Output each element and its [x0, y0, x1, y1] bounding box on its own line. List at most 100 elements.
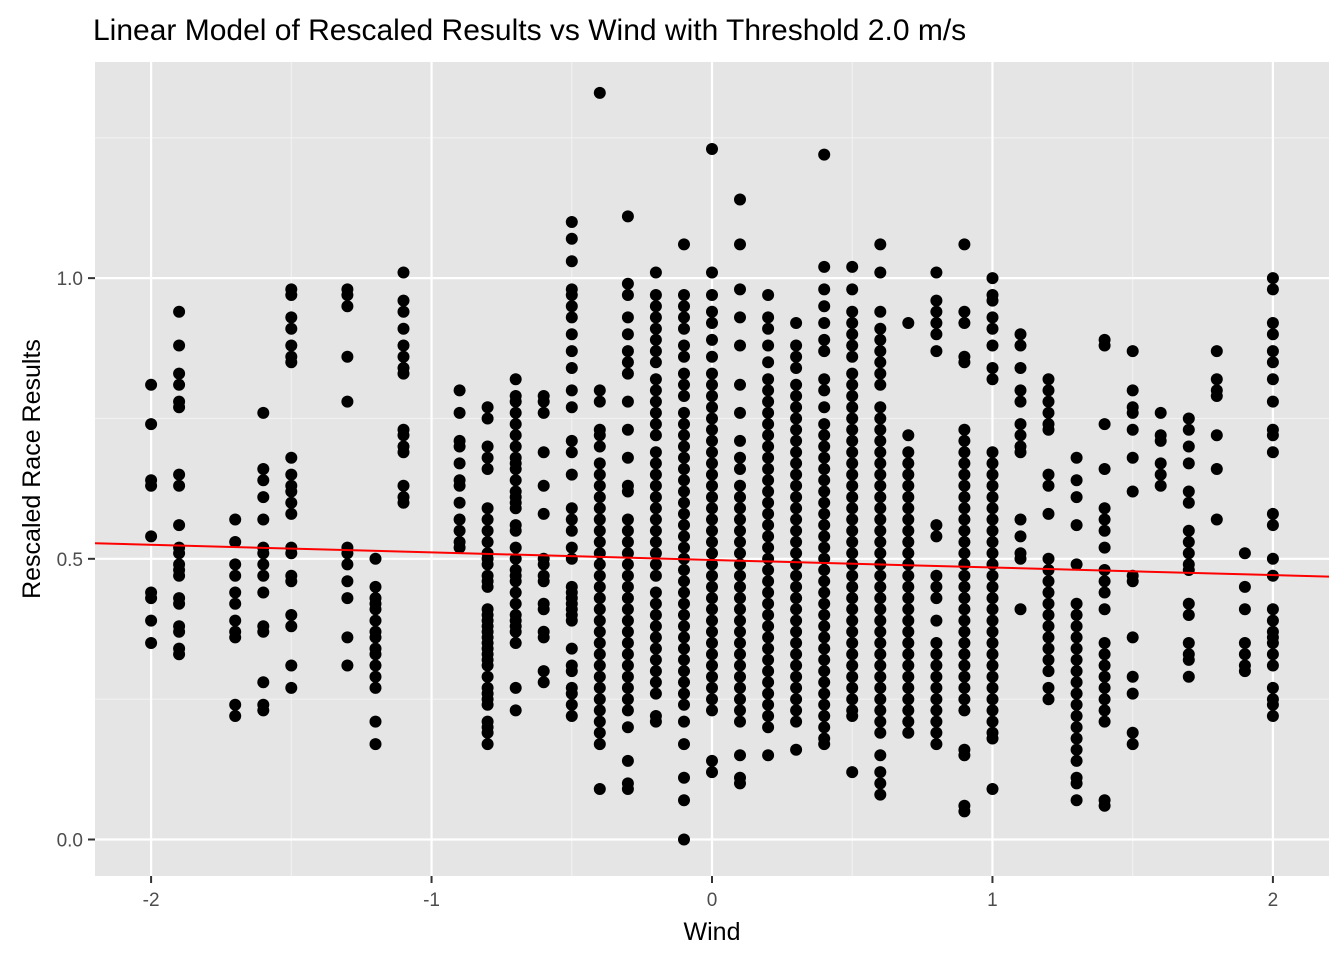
data-point: [874, 592, 887, 605]
data-point: [986, 502, 999, 515]
data-point: [1042, 406, 1055, 419]
data-point: [565, 328, 578, 341]
data-point: [762, 289, 775, 301]
data-point: [818, 642, 831, 655]
data-point: [790, 558, 803, 571]
data-point: [790, 468, 803, 481]
data-point: [481, 513, 494, 526]
data-point: [1182, 423, 1195, 436]
data-point: [818, 564, 831, 576]
data-point: [537, 603, 550, 616]
data-point: [790, 637, 803, 649]
data-point: [734, 625, 746, 638]
data-point: [229, 558, 242, 571]
data-point: [958, 423, 971, 436]
data-point: [1266, 614, 1279, 627]
data-point: [678, 311, 690, 324]
data-point: [790, 362, 803, 374]
data-point: [1126, 406, 1139, 419]
data-point: [565, 502, 578, 515]
data-point: [734, 614, 746, 627]
data-point: [818, 519, 831, 532]
data-point: [1238, 603, 1251, 616]
data-point: [706, 143, 718, 155]
data-point: [930, 715, 943, 728]
data-point: [481, 451, 494, 464]
data-point: [1070, 451, 1083, 464]
data-point: [706, 401, 718, 414]
data-point: [369, 670, 382, 683]
data-point: [593, 659, 606, 672]
data-point: [593, 384, 606, 397]
data-point: [173, 648, 186, 661]
data-point: [678, 322, 690, 335]
data-point: [790, 524, 803, 537]
data-point: [1126, 670, 1139, 683]
x-axis: -2 -1 0 1 2: [143, 876, 1278, 911]
data-point: [678, 631, 690, 644]
data-point: [902, 715, 915, 728]
data-point: [790, 603, 803, 616]
data-point: [958, 614, 971, 627]
data-point: [958, 693, 971, 706]
data-point: [173, 401, 186, 414]
data-point: [734, 603, 746, 616]
data-point: [734, 238, 746, 251]
data-point: [593, 648, 606, 661]
data-point: [734, 451, 746, 464]
data-point: [509, 541, 522, 554]
data-point: [1210, 429, 1223, 442]
data-point: [649, 384, 662, 397]
data-point: [818, 401, 831, 414]
data-point: [509, 586, 522, 599]
data-point: [1070, 519, 1083, 532]
data-point: [1070, 687, 1083, 700]
data-point: [621, 451, 634, 464]
data-point: [1014, 395, 1027, 408]
data-point: [958, 625, 971, 638]
data-point: [565, 311, 578, 324]
data-point: [1070, 474, 1083, 487]
data-point: [285, 659, 298, 672]
data-point: [678, 738, 690, 751]
data-point: [902, 468, 915, 481]
data-point: [818, 300, 831, 313]
data-point: [874, 681, 887, 694]
data-point: [734, 637, 746, 649]
data-point: [1014, 513, 1027, 526]
data-point: [1266, 659, 1279, 672]
data-point: [818, 283, 831, 296]
data-point: [1014, 328, 1027, 341]
data-point: [874, 603, 887, 616]
data-point: [902, 648, 915, 661]
data-point: [734, 547, 746, 560]
data-point: [1126, 423, 1139, 436]
data-point: [229, 597, 242, 610]
data-point: [706, 378, 718, 391]
data-point: [986, 670, 999, 683]
data-point: [1042, 468, 1055, 481]
data-point: [649, 300, 662, 313]
data-point: [369, 715, 382, 728]
data-point: [790, 339, 803, 352]
data-point: [453, 384, 466, 397]
data-point: [846, 479, 859, 492]
data-point: [593, 513, 606, 526]
data-point: [397, 305, 410, 318]
data-point: [593, 693, 606, 706]
data-point: [537, 406, 550, 419]
data-point: [902, 603, 915, 616]
data-point: [1210, 373, 1223, 386]
data-point: [790, 681, 803, 694]
data-point: [1154, 479, 1167, 492]
data-point: [958, 457, 971, 470]
data-point: [1042, 479, 1055, 492]
data-point: [734, 193, 746, 206]
data-point: [565, 255, 578, 268]
data-point: [986, 339, 999, 352]
data-point: [565, 232, 578, 245]
data-point: [958, 238, 971, 251]
data-point: [537, 446, 550, 459]
data-point: [341, 558, 354, 571]
data-point: [565, 401, 578, 414]
